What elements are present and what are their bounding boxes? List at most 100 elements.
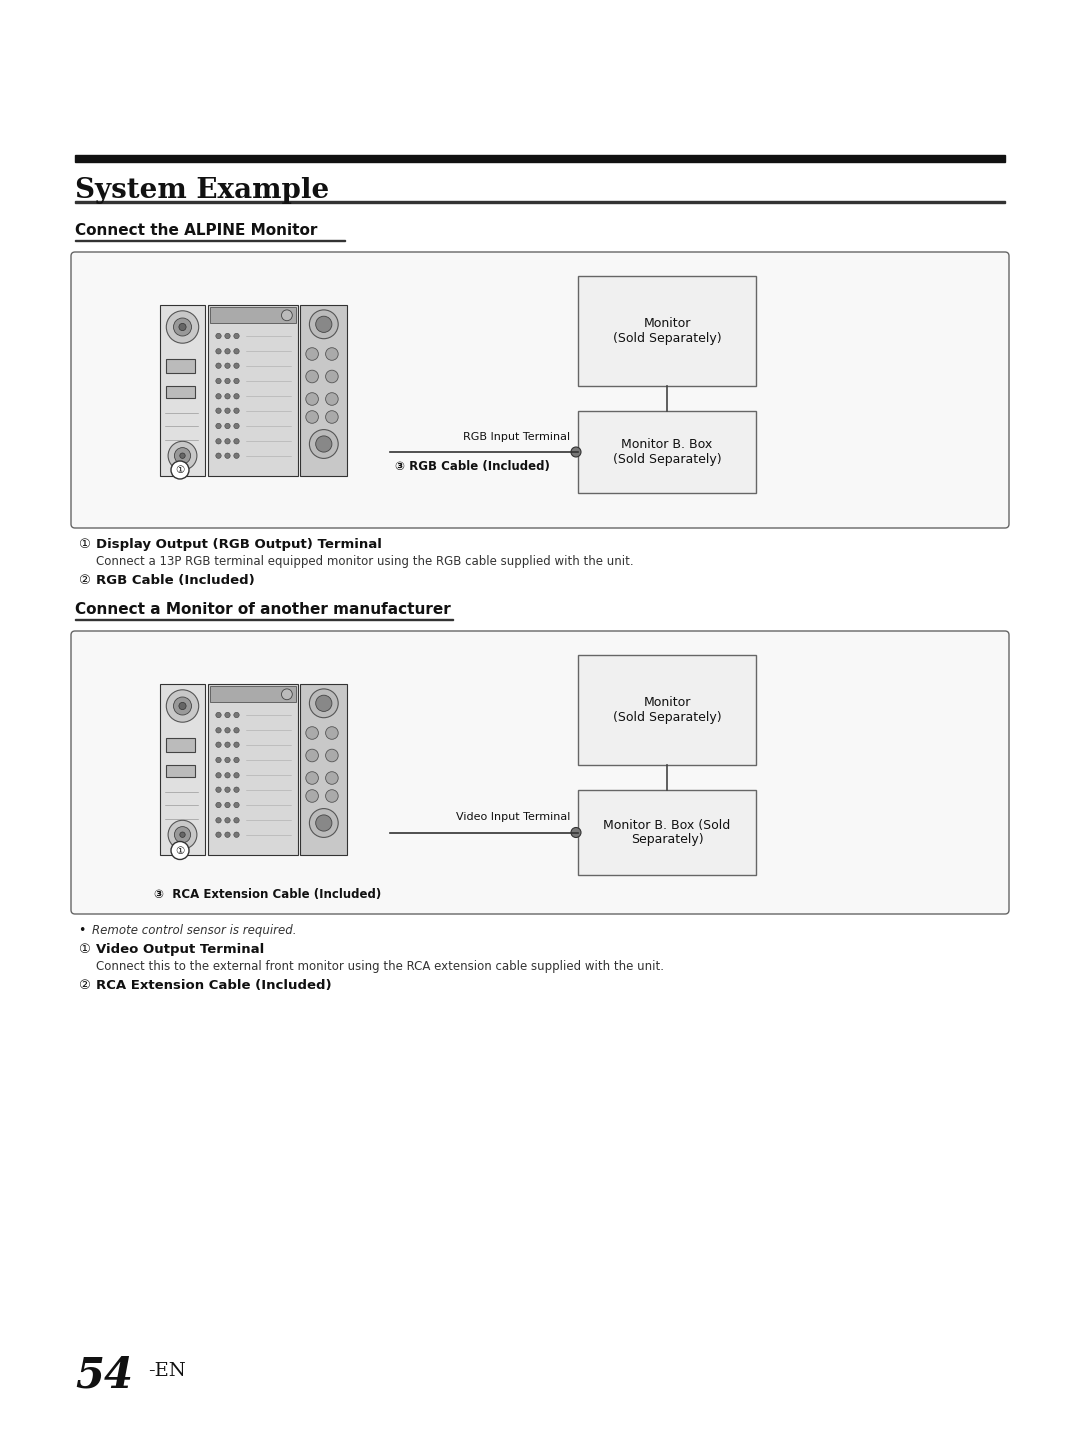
- Circle shape: [171, 461, 189, 478]
- Bar: [207, 683, 298, 854]
- Circle shape: [179, 832, 185, 838]
- Circle shape: [325, 348, 338, 360]
- Circle shape: [315, 695, 332, 711]
- Circle shape: [216, 728, 221, 733]
- Bar: [75, 201, 1005, 202]
- Circle shape: [225, 788, 230, 792]
- Circle shape: [174, 318, 191, 337]
- Text: 54: 54: [75, 1355, 133, 1397]
- Text: Video Output Terminal: Video Output Terminal: [96, 944, 265, 957]
- Circle shape: [225, 728, 230, 733]
- Circle shape: [216, 379, 221, 384]
- Circle shape: [171, 841, 189, 860]
- Bar: [166, 737, 195, 751]
- Circle shape: [315, 815, 332, 831]
- Text: ③  RCA Extension Cable (Included): ③ RCA Extension Cable (Included): [154, 889, 381, 902]
- Text: -EN: -EN: [148, 1363, 186, 1380]
- Bar: [75, 155, 1005, 162]
- Circle shape: [306, 348, 319, 360]
- Circle shape: [225, 712, 230, 718]
- Circle shape: [306, 772, 319, 785]
- Circle shape: [233, 788, 239, 792]
- Circle shape: [216, 802, 221, 808]
- Circle shape: [225, 832, 230, 838]
- Text: Monitor B. Box
(Sold Separately): Monitor B. Box (Sold Separately): [612, 438, 721, 465]
- Circle shape: [233, 423, 239, 429]
- Circle shape: [225, 363, 230, 368]
- Text: ①: ①: [175, 465, 185, 475]
- Circle shape: [233, 818, 239, 824]
- Circle shape: [216, 348, 221, 354]
- Circle shape: [225, 818, 230, 824]
- Bar: [166, 764, 195, 777]
- Circle shape: [233, 757, 239, 763]
- Text: Monitor B. Box (Sold
Separately): Monitor B. Box (Sold Separately): [604, 818, 731, 847]
- Text: Connect a 13P RGB terminal equipped monitor using the RGB cable supplied with th: Connect a 13P RGB terminal equipped moni…: [96, 555, 634, 568]
- Circle shape: [233, 832, 239, 838]
- Circle shape: [233, 407, 239, 413]
- Circle shape: [216, 832, 221, 838]
- Text: Video Input Terminal: Video Input Terminal: [456, 812, 570, 822]
- Circle shape: [233, 439, 239, 444]
- Text: ③ RGB Cable (Included): ③ RGB Cable (Included): [395, 460, 550, 473]
- Circle shape: [233, 334, 239, 338]
- Circle shape: [325, 393, 338, 405]
- Circle shape: [225, 773, 230, 777]
- Bar: [578, 790, 756, 876]
- Circle shape: [282, 309, 293, 321]
- Circle shape: [216, 439, 221, 444]
- Circle shape: [306, 370, 319, 383]
- Text: Connect this to the external front monitor using the RCA extension cable supplie: Connect this to the external front monit…: [96, 959, 664, 972]
- Circle shape: [233, 348, 239, 354]
- Text: Monitor
(Sold Separately): Monitor (Sold Separately): [612, 696, 721, 724]
- Circle shape: [306, 410, 319, 423]
- Text: RCA Extension Cable (Included): RCA Extension Cable (Included): [96, 980, 332, 993]
- Circle shape: [233, 393, 239, 399]
- Circle shape: [216, 712, 221, 718]
- Circle shape: [168, 821, 197, 850]
- Circle shape: [225, 407, 230, 413]
- Circle shape: [325, 790, 338, 802]
- Circle shape: [571, 828, 581, 838]
- Circle shape: [225, 379, 230, 384]
- Circle shape: [174, 448, 190, 464]
- Text: RGB Input Terminal: RGB Input Terminal: [463, 432, 570, 442]
- Circle shape: [309, 309, 338, 338]
- Bar: [578, 276, 756, 386]
- Bar: [300, 305, 347, 475]
- Text: Connect a Monitor of another manufacturer: Connect a Monitor of another manufacture…: [75, 603, 450, 617]
- Circle shape: [306, 790, 319, 802]
- Circle shape: [216, 452, 221, 458]
- Circle shape: [216, 334, 221, 338]
- Circle shape: [225, 757, 230, 763]
- Circle shape: [325, 727, 338, 740]
- Circle shape: [306, 749, 319, 762]
- Bar: [160, 305, 205, 475]
- Bar: [210, 308, 296, 324]
- Circle shape: [216, 757, 221, 763]
- Circle shape: [216, 818, 221, 824]
- Bar: [207, 305, 298, 475]
- Circle shape: [233, 712, 239, 718]
- Circle shape: [225, 393, 230, 399]
- Circle shape: [309, 809, 338, 838]
- Circle shape: [233, 452, 239, 458]
- Bar: [578, 655, 756, 764]
- Text: System Example: System Example: [75, 176, 329, 204]
- Circle shape: [225, 439, 230, 444]
- Text: ①: ①: [78, 538, 90, 551]
- Text: Monitor
(Sold Separately): Monitor (Sold Separately): [612, 316, 721, 345]
- Circle shape: [216, 788, 221, 792]
- Circle shape: [233, 802, 239, 808]
- FancyBboxPatch shape: [71, 251, 1009, 527]
- Circle shape: [306, 393, 319, 405]
- Circle shape: [225, 802, 230, 808]
- Circle shape: [309, 429, 338, 458]
- Circle shape: [315, 436, 332, 452]
- Circle shape: [233, 379, 239, 384]
- Text: ②: ②: [78, 574, 90, 587]
- Circle shape: [179, 324, 186, 331]
- FancyBboxPatch shape: [71, 631, 1009, 915]
- Text: Connect the ALPINE Monitor: Connect the ALPINE Monitor: [75, 223, 318, 238]
- Bar: [166, 386, 195, 399]
